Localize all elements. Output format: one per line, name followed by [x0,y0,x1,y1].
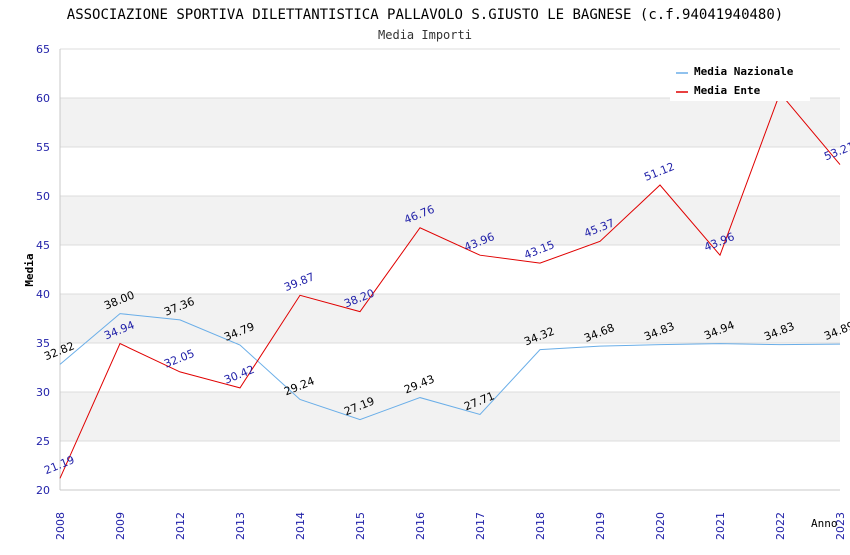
x-tick-label: 2016 [414,512,427,540]
legend-label-media-nazionale: Media Nazionale [694,65,794,78]
grid-band [60,343,840,392]
grid-band [60,98,840,147]
y-tick-label: 50 [36,190,50,203]
x-tick-label: 2009 [114,512,127,540]
grid-band [60,441,840,490]
chart-subtitle: Media Importi [378,28,472,42]
y-tick-label: 30 [36,386,50,399]
y-tick-label: 45 [36,239,50,252]
x-tick-label: 2015 [354,512,367,540]
grid-band [60,245,840,294]
x-tick-labels: 2008 2009 2012 2013 2014 2015 2016 2017 2018 2019… [54,512,847,540]
y-tick-label: 20 [36,484,50,497]
grid-band [60,392,840,441]
x-tick-label: 2014 [294,512,307,540]
x-tick-label: 2008 [54,512,67,540]
y-tick-label: 65 [36,43,50,56]
y-tick-label: 60 [36,92,50,105]
legend-label-media-ente: Media Ente [694,84,761,97]
legend: Media Nazionale Media Ente [670,59,810,101]
x-tick-label: 2022 [774,512,787,540]
x-tick-label: 2019 [594,512,607,540]
y-tick-label: 25 [36,435,50,448]
grid-bands [60,49,840,490]
x-tick-label: 2020 [654,512,667,540]
x-tick-label: 2013 [234,512,247,540]
y-tick-label: 40 [36,288,50,301]
chart-title: ASSOCIAZIONE SPORTIVA DILETTANTISTICA PA… [67,7,783,23]
x-tick-label: 2012 [174,512,187,540]
x-axis-label: Anno [811,517,838,530]
x-tick-label: 2021 [714,512,727,540]
y-axis-label: Media [23,253,36,286]
grid-band [60,147,840,196]
x-tick-label: 2017 [474,512,487,540]
y-tick-label: 55 [36,141,50,154]
x-tick-label: 2018 [534,512,547,540]
